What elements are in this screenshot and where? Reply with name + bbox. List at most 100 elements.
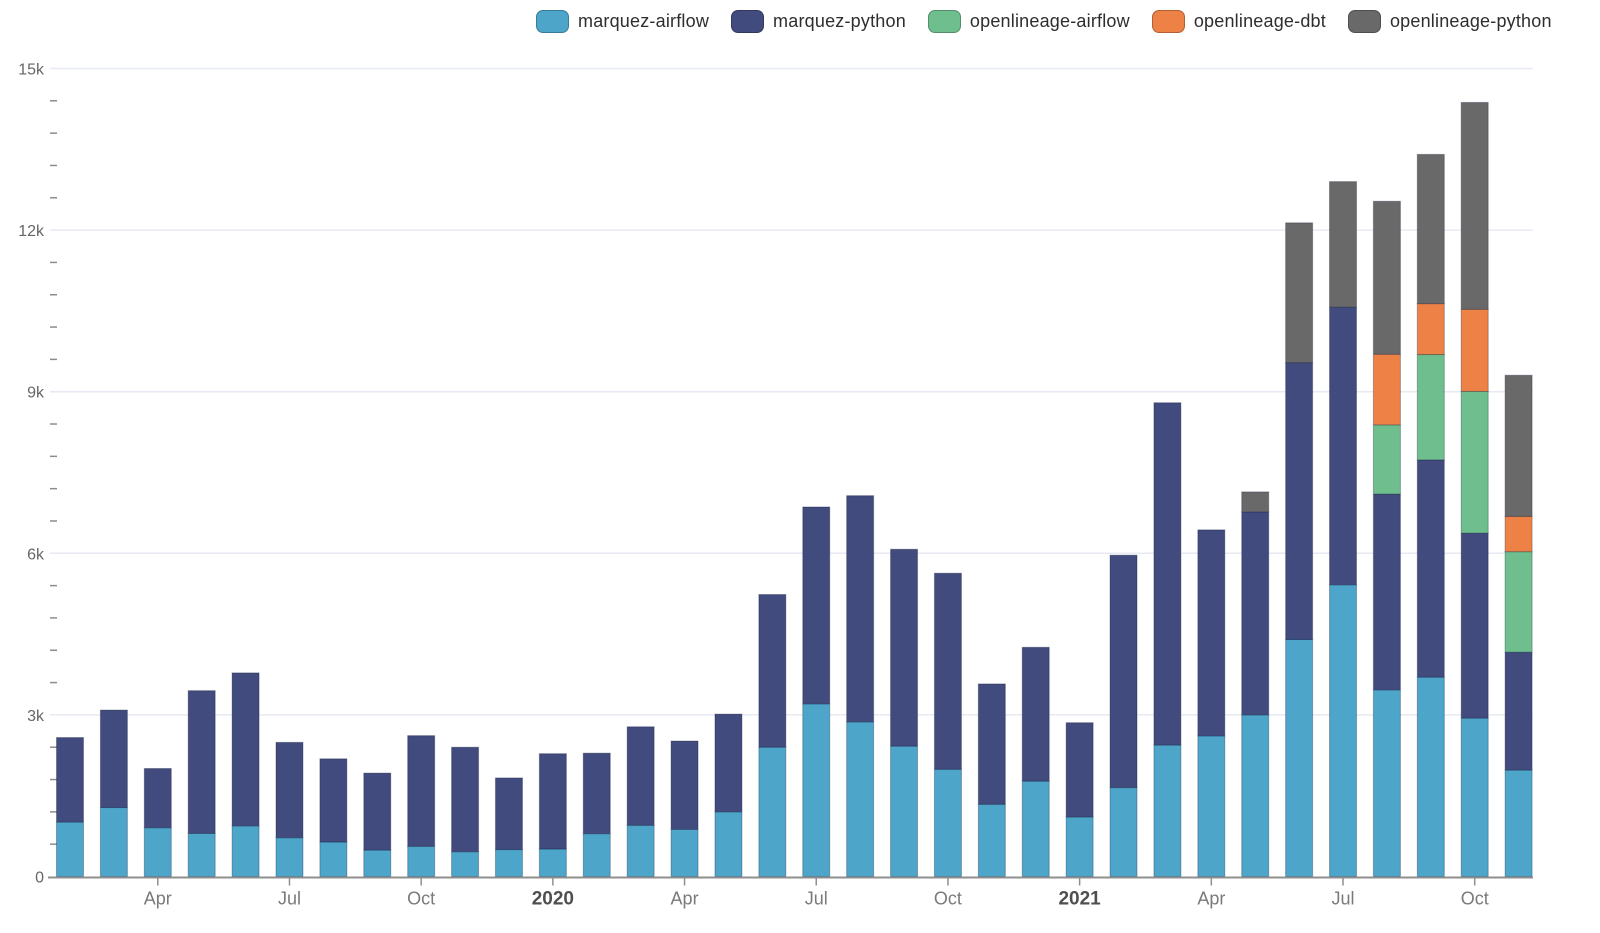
bar-segment-marquez-python[interactable]	[538, 753, 567, 850]
bar-segment-marquez-python[interactable]	[1241, 511, 1270, 716]
bar-segment-marquez-python[interactable]	[1109, 554, 1138, 789]
legend-swatch-icon	[927, 10, 961, 33]
bar-segment-marquez-python[interactable]	[319, 758, 348, 843]
bar-segment-marquez-airflow[interactable]	[846, 721, 875, 877]
bar-segment-marquez-python[interactable]	[1065, 722, 1094, 818]
bar-segment-marquez-airflow[interactable]	[319, 841, 348, 877]
bar-segment-openlineage-python[interactable]	[1460, 101, 1489, 310]
bar-segment-marquez-python[interactable]	[407, 735, 436, 847]
bar-segment-marquez-airflow[interactable]	[802, 703, 831, 878]
y-axis-label: 9k	[27, 385, 45, 402]
legend-item-openlineage-airflow[interactable]: openlineage-airflow	[927, 10, 1130, 33]
bar-segment-openlineage-dbt[interactable]	[1372, 353, 1401, 426]
bar-segment-marquez-python[interactable]	[275, 741, 304, 839]
bar-segment-marquez-airflow[interactable]	[187, 832, 216, 878]
bar-segment-marquez-python[interactable]	[802, 506, 831, 705]
legend-item-marquez-python[interactable]: marquez-python	[731, 10, 906, 33]
bar-segment-marquez-python[interactable]	[1153, 402, 1182, 746]
bar-segment-marquez-airflow[interactable]	[143, 827, 172, 878]
bar-segment-marquez-airflow[interactable]	[582, 833, 611, 878]
bar-segment-marquez-airflow[interactable]	[1197, 735, 1226, 878]
legend-label: openlineage-dbt	[1193, 11, 1326, 31]
bar-segment-openlineage-airflow[interactable]	[1504, 551, 1533, 653]
bar-segment-marquez-python[interactable]	[1372, 493, 1401, 691]
bar-segment-marquez-airflow[interactable]	[1109, 787, 1138, 877]
bar-segment-marquez-airflow[interactable]	[714, 811, 743, 877]
bar-segment-marquez-airflow[interactable]	[1241, 714, 1270, 878]
bar-segment-marquez-airflow[interactable]	[1504, 769, 1533, 878]
bar-segment-marquez-python[interactable]	[933, 572, 962, 770]
bar-segment-marquez-python[interactable]	[626, 726, 655, 826]
legend-swatch-icon	[536, 10, 569, 33]
bar-segment-openlineage-python[interactable]	[1416, 153, 1445, 305]
bar-segment-openlineage-airflow[interactable]	[1416, 354, 1445, 461]
x-axis-month-label: Jul	[805, 889, 828, 909]
bar-segment-openlineage-dbt[interactable]	[1416, 303, 1445, 356]
bar-segment-marquez-airflow[interactable]	[1460, 717, 1489, 878]
bar-segment-marquez-python[interactable]	[1285, 362, 1314, 640]
x-axis-year-label: 2021	[1058, 889, 1101, 910]
bar-segment-marquez-python[interactable]	[1504, 651, 1533, 771]
bar-segment-marquez-python[interactable]	[977, 683, 1006, 805]
bar-segment-marquez-python[interactable]	[1416, 459, 1445, 678]
bar-segment-marquez-python[interactable]	[758, 594, 787, 748]
bar-segment-openlineage-dbt[interactable]	[1504, 515, 1533, 553]
y-axis-label: 3k	[27, 708, 45, 725]
bar-segment-marquez-airflow[interactable]	[1065, 816, 1094, 878]
bar-segment-marquez-python[interactable]	[582, 752, 611, 835]
bar-segment-marquez-airflow[interactable]	[933, 768, 962, 878]
bar-segment-marquez-python[interactable]	[670, 740, 699, 830]
bar-segment-marquez-airflow[interactable]	[56, 821, 84, 877]
legend-swatch-icon	[1347, 10, 1381, 33]
bar-segment-openlineage-airflow[interactable]	[1460, 390, 1489, 534]
bar-segment-marquez-python[interactable]	[451, 746, 480, 853]
bar-segment-marquez-airflow[interactable]	[1021, 780, 1050, 878]
x-axis-month-label: Oct	[1461, 889, 1489, 909]
bar-segment-marquez-python[interactable]	[890, 548, 919, 747]
bar-segment-marquez-python[interactable]	[56, 737, 84, 823]
bar-segment-openlineage-python[interactable]	[1504, 374, 1533, 517]
bar-segment-marquez-python[interactable]	[1021, 646, 1050, 782]
bar-segment-marquez-airflow[interactable]	[890, 745, 919, 877]
legend-item-marquez-airflow[interactable]: marquez-airflow	[536, 10, 709, 33]
bar-segment-marquez-python[interactable]	[143, 767, 172, 829]
bar-segment-marquez-airflow[interactable]	[363, 849, 392, 878]
bar-segment-marquez-python[interactable]	[1197, 529, 1226, 737]
bar-segment-marquez-python[interactable]	[494, 777, 523, 851]
bar-segment-marquez-airflow[interactable]	[538, 848, 567, 878]
bar-segment-marquez-airflow[interactable]	[1285, 638, 1314, 878]
bar-segment-openlineage-python[interactable]	[1329, 181, 1358, 308]
bar-segment-marquez-airflow[interactable]	[1329, 584, 1358, 877]
bar-segment-openlineage-python[interactable]	[1285, 222, 1314, 364]
legend-item-openlineage-dbt[interactable]: openlineage-dbt	[1151, 10, 1326, 33]
bar-segment-marquez-airflow[interactable]	[275, 837, 304, 878]
bar-segment-openlineage-python[interactable]	[1372, 200, 1401, 355]
bar-segment-openlineage-airflow[interactable]	[1372, 424, 1401, 495]
bar-segment-marquez-airflow[interactable]	[670, 828, 699, 877]
bar-segment-marquez-airflow[interactable]	[758, 746, 787, 877]
bar-segment-openlineage-dbt[interactable]	[1460, 308, 1489, 392]
bar-segment-marquez-airflow[interactable]	[231, 825, 260, 878]
bar-segment-marquez-python[interactable]	[1329, 306, 1358, 586]
x-axis-month-label: Jul	[1332, 889, 1355, 909]
bar-segment-marquez-python[interactable]	[99, 709, 128, 809]
bar-segment-marquez-airflow[interactable]	[1416, 676, 1445, 878]
bar-segment-openlineage-python[interactable]	[1241, 491, 1270, 513]
bar-segment-marquez-python[interactable]	[1460, 532, 1489, 719]
bar-segment-marquez-python[interactable]	[187, 690, 216, 834]
bar-segment-marquez-python[interactable]	[231, 672, 260, 827]
legend-item-openlineage-python[interactable]: openlineage-python	[1347, 10, 1552, 33]
bar-segment-marquez-airflow[interactable]	[494, 849, 523, 877]
legend-label: openlineage-python	[1389, 11, 1552, 31]
bar-segment-marquez-airflow[interactable]	[626, 824, 655, 877]
bar-segment-marquez-airflow[interactable]	[99, 807, 128, 877]
bar-segment-marquez-airflow[interactable]	[1372, 689, 1401, 877]
bar-segment-marquez-python[interactable]	[846, 495, 875, 723]
bar-segment-marquez-python[interactable]	[363, 772, 392, 851]
bar-segment-marquez-airflow[interactable]	[451, 851, 480, 877]
bar-segment-marquez-python[interactable]	[714, 713, 743, 813]
bar-segment-marquez-airflow[interactable]	[977, 803, 1006, 877]
bar-segment-marquez-airflow[interactable]	[407, 845, 436, 877]
bar-segment-marquez-airflow[interactable]	[1153, 744, 1182, 877]
